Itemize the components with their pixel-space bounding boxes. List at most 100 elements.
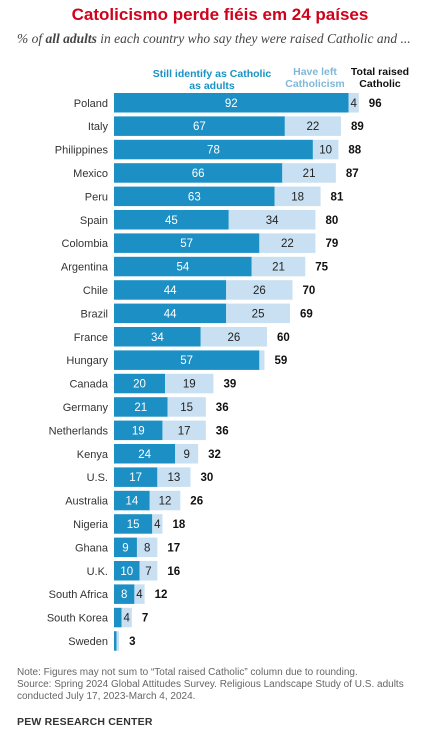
value-label-still: 20 [133, 379, 146, 391]
bar-left-catholicism [139, 561, 158, 581]
category-label: Nigeria [73, 519, 109, 531]
total-label: 17 [167, 542, 180, 554]
bar-left-catholicism [167, 397, 206, 417]
bar-left-catholicism [152, 514, 163, 534]
value-label-still: 19 [132, 425, 145, 437]
value-label-still: 17 [129, 472, 142, 484]
bar-still-catholic [114, 210, 229, 230]
bar-still-catholic [114, 490, 150, 511]
chart-subtitle: % of all adults in each country who say … [17, 31, 411, 46]
bar-still-catholic [114, 607, 122, 628]
total-label: 79 [325, 238, 338, 250]
bar-left-catholicism [251, 256, 306, 277]
legend-still-catholic: Still identify as Catholic as adults [152, 68, 272, 92]
value-label-left: 12 [159, 496, 172, 508]
value-label-left: 4 [124, 613, 131, 625]
value-label-left: 9 [183, 449, 189, 461]
category-label: Mexico [73, 168, 108, 180]
total-label: 60 [277, 332, 290, 344]
bar-left-catholicism [116, 631, 120, 651]
total-label: 69 [300, 308, 313, 320]
note-text: Note: Figures may not sum to “Total rais… [17, 667, 358, 678]
value-label-still: 21 [134, 402, 147, 414]
value-label-still: 78 [207, 145, 220, 157]
value-label-left: 4 [350, 98, 357, 110]
total-label: 7 [142, 613, 148, 625]
bar-left-catholicism [162, 420, 206, 441]
value-label-left: 7 [145, 566, 151, 578]
total-label: 59 [274, 355, 287, 367]
bar-still-catholic [114, 350, 260, 370]
total-label: 80 [325, 215, 338, 227]
bar-still-catholic [114, 561, 140, 581]
total-label: 36 [216, 425, 229, 437]
value-label-left: 21 [272, 262, 285, 274]
bar-still-catholic [114, 327, 201, 347]
bar-left-catholicism [282, 163, 336, 183]
value-label-left: 17 [178, 425, 191, 437]
total-label: 36 [216, 402, 229, 414]
total-label: 87 [346, 168, 359, 180]
value-label-still: 92 [225, 98, 238, 110]
bar-still-catholic [114, 514, 153, 534]
total-label: 3 [129, 636, 135, 648]
value-label-still: 63 [188, 191, 201, 203]
bar-still-catholic [114, 467, 158, 487]
value-label-still: 15 [127, 519, 140, 531]
value-label-left: 34 [266, 215, 279, 227]
total-label: 88 [348, 145, 361, 157]
bar-left-catholicism [121, 607, 132, 628]
bar-still-catholic [114, 93, 349, 113]
bar-left-catholicism [226, 280, 293, 300]
bar-left-catholicism [312, 139, 339, 160]
value-label-left: 25 [252, 308, 265, 320]
bar-left-catholicism [274, 186, 321, 207]
value-label-still: 57 [180, 238, 193, 250]
bar-still-catholic [114, 444, 176, 464]
bar-still-catholic [114, 631, 117, 651]
value-label-left: 4 [136, 589, 143, 601]
bar-still-catholic [114, 233, 260, 253]
total-label: 32 [208, 449, 221, 461]
value-label-left: 22 [307, 121, 320, 133]
value-label-still: 54 [176, 262, 189, 274]
credit: PEW RESEARCH CENTER [17, 716, 153, 728]
value-label-still: 24 [138, 449, 151, 461]
category-label: Poland [74, 98, 108, 110]
bar-left-catholicism [157, 467, 191, 487]
total-label: 96 [369, 98, 382, 110]
legend-total-raised: Total raised Catholic [350, 66, 410, 90]
total-label: 81 [331, 191, 344, 203]
bar-left-catholicism [259, 233, 316, 253]
total-label: 30 [201, 472, 214, 484]
category-label: Chile [83, 285, 108, 297]
value-label-left: 15 [180, 402, 193, 414]
bar-left-catholicism [228, 210, 316, 230]
category-label: Canada [69, 379, 108, 391]
value-label-left: 22 [281, 238, 294, 250]
category-label: U.S. [87, 472, 108, 484]
bar-left-catholicism [284, 116, 341, 136]
value-label-still: 45 [165, 215, 178, 227]
bar-still-catholic [114, 163, 283, 183]
total-label: 18 [172, 519, 185, 531]
category-label: Italy [88, 121, 109, 133]
total-label: 12 [155, 589, 168, 601]
bar-left-catholicism [136, 537, 158, 558]
category-label: Colombia [62, 238, 109, 250]
category-label: Peru [85, 191, 108, 203]
value-label-still: 66 [192, 168, 205, 180]
value-label-left: 13 [168, 472, 181, 484]
category-label: Sweden [68, 636, 108, 648]
category-label: Spain [80, 215, 108, 227]
bar-still-catholic [114, 584, 135, 604]
category-label: France [74, 332, 108, 344]
category-label: South Korea [47, 613, 109, 625]
value-label-still: 14 [125, 496, 138, 508]
value-label-left: 10 [319, 145, 332, 157]
category-label: Philippines [55, 145, 109, 157]
bar-still-catholic [114, 397, 168, 417]
category-label: Brazil [80, 308, 108, 320]
value-label-still: 44 [164, 285, 177, 297]
